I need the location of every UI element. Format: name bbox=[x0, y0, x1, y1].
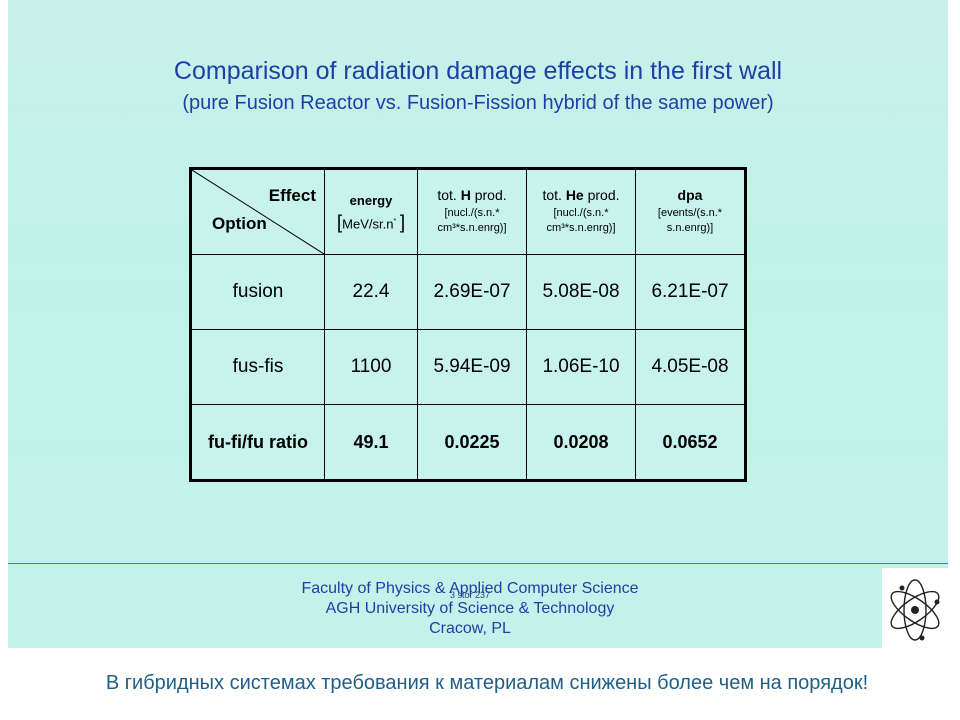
row-label: fusion bbox=[190, 254, 325, 330]
slide-subtitle: (pure Fusion Reactor vs. Fusion-Fission … bbox=[182, 92, 774, 114]
table-row-ratio: fu-fi/fu ratio 49.1 0.0225 0.0208 0.0652 bbox=[190, 404, 746, 481]
table-header-row: Effect Option energy [MeV/sr.n* ] tot. H… bbox=[190, 168, 746, 255]
dpa-header: dpa bbox=[677, 187, 703, 203]
he-prod-cell: 0.0208 bbox=[526, 404, 636, 481]
he-prod-cell: 1.06E-10 bbox=[526, 329, 636, 405]
energy-cell: 1100 bbox=[324, 329, 418, 405]
h-prod-cell: 2.69E-07 bbox=[417, 254, 527, 330]
energy-unit: MeV/sr.n bbox=[342, 216, 394, 232]
atom-logo-icon bbox=[882, 568, 948, 648]
h-prod-unit-1: [nucl./(s.n.* bbox=[444, 207, 500, 219]
footer-faculty: Faculty of Physics & Applied Computer Sc… bbox=[301, 580, 639, 597]
h-prod-cell: 5.94E-09 bbox=[417, 329, 527, 405]
dpa-cell: 0.0652 bbox=[635, 404, 746, 481]
dpa-header-cell: dpa [events/(s.n.* s.n.enrg)] bbox=[635, 168, 746, 255]
caption-text: В гибридных системах требования к матери… bbox=[105, 672, 869, 694]
h-prod-header-cell: tot. H prod. [nucl./(s.n.* cm³*s.n.enrg)… bbox=[417, 168, 527, 255]
dpa-cell: 6.21E-07 bbox=[635, 254, 746, 330]
table-row: fusion 22.4 2.69E-07 5.08E-08 6.21E-07 bbox=[190, 254, 746, 330]
page-number: 3 stor 237 bbox=[450, 590, 491, 600]
footer-university: AGH University of Science & Technology bbox=[325, 600, 615, 617]
table-row: fus-fis 1100 5.94E-09 1.06E-10 4.05E-08 bbox=[190, 329, 746, 405]
h-prod-cell: 0.0225 bbox=[417, 404, 527, 481]
h-prod-unit-2: cm³*s.n.enrg)] bbox=[437, 222, 507, 234]
option-label: Option bbox=[212, 214, 267, 233]
row-label: fu-fi/fu ratio bbox=[190, 404, 325, 481]
dpa-cell: 4.05E-08 bbox=[635, 329, 746, 405]
he-prod-header-cell: tot. He prod. [nucl./(s.n.* cm³*s.n.enrg… bbox=[526, 168, 636, 255]
energy-cell: 22.4 bbox=[324, 254, 418, 330]
footer-divider bbox=[8, 563, 948, 564]
slide-title: Comparison of radiation damage effects i… bbox=[173, 57, 783, 85]
row-label: fus-fis bbox=[190, 329, 325, 405]
dpa-unit-2: s.n.enrg)] bbox=[666, 222, 714, 234]
footer: Faculty of Physics & Applied Computer Sc… bbox=[210, 579, 730, 639]
dpa-unit-1: [events/(s.n.* bbox=[657, 207, 723, 219]
he-prod-unit-1: [nucl./(s.n.* bbox=[553, 207, 609, 219]
effect-label: Effect bbox=[268, 186, 316, 205]
he-prod-unit-2: cm³*s.n.enrg)] bbox=[546, 222, 616, 234]
energy-header-cell: energy [MeV/sr.n* ] bbox=[324, 168, 418, 255]
he-prod-cell: 5.08E-08 bbox=[526, 254, 636, 330]
energy-cell: 49.1 bbox=[324, 404, 418, 481]
diagonal-divider bbox=[192, 170, 324, 254]
corner-header-cell: Effect Option bbox=[190, 168, 325, 255]
footer-city: Cracow, PL bbox=[429, 620, 511, 637]
energy-header: energy bbox=[349, 192, 393, 208]
comparison-table: Effect Option energy [MeV/sr.n* ] tot. H… bbox=[189, 167, 747, 482]
